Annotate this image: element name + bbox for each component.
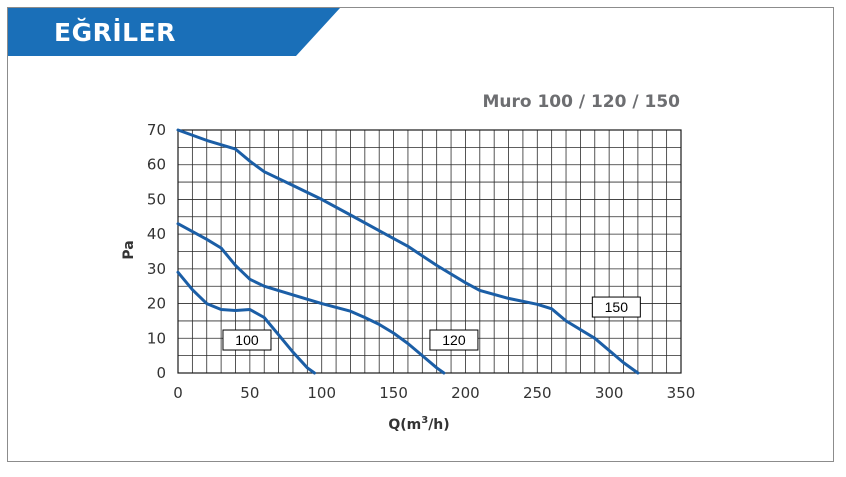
- header-title: EĞRİLER: [54, 17, 176, 47]
- plot-border: [177, 129, 682, 374]
- y-tick-label: 60: [147, 156, 166, 174]
- curves-group: [176, 128, 640, 375]
- curve-label-box: [591, 296, 641, 318]
- x-tick-label: 300: [595, 384, 624, 402]
- x-ticks: 0 50 100 150 200 250 300 350: [173, 384, 695, 402]
- curve-label-120: 120: [429, 329, 479, 351]
- section-header: EĞRİLER: [8, 8, 340, 56]
- curve-label-text: 120: [442, 332, 466, 348]
- x-tick-label: 0: [173, 384, 183, 402]
- curve-labels: 100 120 150: [222, 296, 641, 351]
- curve-label-text: 150: [605, 299, 629, 315]
- curve-label-box: [222, 329, 272, 351]
- x-axis-label-sup: 3: [421, 415, 428, 426]
- x-tick-label: 350: [667, 384, 696, 402]
- x-tick-label: 200: [451, 384, 480, 402]
- curve-100: [176, 270, 316, 375]
- x-tick-label: 250: [523, 384, 552, 402]
- y-ticks: 0 10 20 30 40 50 60 70: [147, 121, 166, 382]
- y-tick-label: 50: [147, 190, 166, 208]
- header-banner: [8, 8, 340, 56]
- y-tick-label: 10: [147, 329, 166, 347]
- x-tick-label: 100: [307, 384, 336, 402]
- y-tick-label: 0: [156, 364, 166, 382]
- curve-120: [176, 222, 446, 375]
- x-axis-label-tail: /h): [428, 417, 449, 433]
- y-tick-label: 30: [147, 260, 166, 278]
- curve-label-box: [429, 329, 479, 351]
- x-tick-label: 150: [379, 384, 408, 402]
- curve-label-100: 100: [222, 329, 272, 351]
- curve-label-150: 150: [591, 296, 641, 318]
- y-axis-label: Pa: [121, 240, 137, 259]
- y-tick-label: 20: [147, 295, 166, 313]
- chart-title: Muro 100 / 120 / 150: [482, 92, 680, 112]
- x-axis-label-main: Q(m: [388, 417, 421, 433]
- curve-150: [176, 128, 640, 375]
- y-tick-label: 70: [147, 121, 166, 139]
- x-tick-label: 50: [240, 384, 259, 402]
- x-axis-label: Q(m3/h): [388, 415, 449, 433]
- curve-label-text: 100: [235, 332, 259, 348]
- y-tick-label: 40: [147, 225, 166, 243]
